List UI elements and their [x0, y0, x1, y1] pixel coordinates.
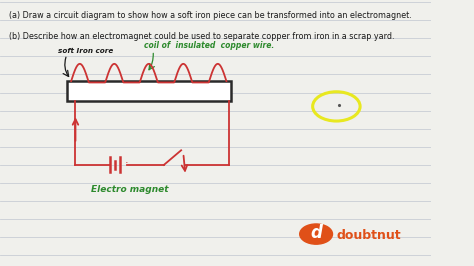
Text: d: d [310, 224, 322, 242]
Text: ·: · [125, 159, 128, 169]
Circle shape [300, 224, 332, 244]
Text: coil of  insulated  copper wire.: coil of insulated copper wire. [145, 41, 275, 50]
Bar [67, 81, 231, 101]
Text: doubtnut: doubtnut [337, 229, 401, 242]
Text: Electro magnet: Electro magnet [91, 185, 168, 194]
Text: (a) Draw a circuit diagram to show how a soft iron piece can be transformed into: (a) Draw a circuit diagram to show how a… [9, 11, 411, 20]
Text: soft Iron core: soft Iron core [58, 48, 113, 54]
Text: (b) Describe how an electromagnet could be used to separate copper from iron in : (b) Describe how an electromagnet could … [9, 32, 394, 41]
